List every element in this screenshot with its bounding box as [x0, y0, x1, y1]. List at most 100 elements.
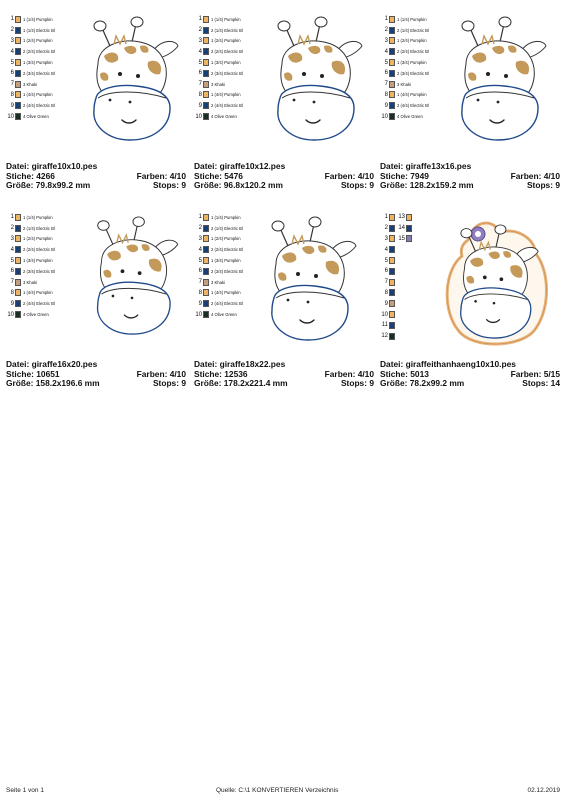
design-info: Datei: giraffe10x10.pes Stiche: 4266 Farb… [6, 161, 186, 191]
color-swatch [15, 59, 21, 67]
color-count: Farben: 4/10 [510, 170, 560, 181]
legend-row: 15 [397, 234, 414, 245]
legend-row: 6 2 (3/4) Electric Bl [380, 68, 429, 79]
legend-label: 1 (1/4) Pumpkin [23, 214, 53, 220]
legend-num: 5 [198, 59, 202, 66]
color-swatch [203, 213, 209, 221]
stitch-count: Stiche: 12536 [194, 368, 248, 379]
color-count: Farben: 4/10 [324, 170, 374, 181]
design-card-giraffe18x22: 1 1 (1/4) Pumpkin 2 2 (1/4) Electric Bl 3 1… [194, 212, 374, 402]
color-swatch [15, 69, 21, 77]
legend-num: 5 [384, 257, 388, 264]
legend-row: 10 4 Olive Green [6, 309, 55, 320]
giraffe-head-image [271, 216, 357, 341]
legend-label: 1 (4/4) Pumpkin [397, 92, 427, 98]
legend-num: 11 [381, 322, 388, 329]
legend-row: 1 [380, 212, 397, 223]
design-card-giraffeithanhaeng10x10: 1 2 3 4 5 6 7 8 9 10 11 12 13 14 15 [380, 212, 560, 402]
color-swatch [389, 224, 395, 232]
color-swatch [15, 37, 21, 45]
legend-num: 9 [198, 102, 202, 109]
color-swatch [15, 289, 21, 297]
legend-row: 13 [397, 212, 414, 223]
legend-row: 3 1 (2/4) Pumpkin [380, 36, 429, 47]
keychain-preview [438, 212, 554, 359]
color-swatch [389, 15, 395, 23]
giraffe-preview [264, 16, 364, 147]
legend-num: 3 [10, 235, 14, 242]
legend-row: 4 2 (2/4) Electric Bl [194, 46, 243, 57]
color-swatch [203, 102, 209, 110]
legend-row: 8 1 (4/4) Pumpkin [380, 90, 429, 101]
legend-num: 6 [384, 268, 388, 275]
color-swatch [15, 311, 21, 319]
color-swatch [389, 321, 395, 329]
legend-num: 9 [10, 102, 14, 109]
legend-num: 2 [198, 27, 202, 34]
legend-label: 1 (3/4) Pumpkin [211, 60, 241, 66]
legend-row: 5 1 (3/4) Pumpkin [380, 57, 429, 68]
legend-label: 2 (3/4) Electric Bl [23, 268, 55, 274]
legend-row: 4 2 (2/4) Electric Bl [6, 244, 55, 255]
legend-row: 6 2 (3/4) Electric Bl [194, 68, 243, 79]
stop-count: Stops: 9 [340, 378, 374, 389]
giraffe-preview [80, 16, 180, 147]
stitch-count: Stiche: 5476 [194, 170, 243, 181]
legend-num: 6 [198, 268, 202, 275]
file-name: Datei: giraffe13x16.pes [380, 161, 472, 171]
legend-row: 7 3 Khaki [6, 79, 55, 90]
legend-row: 10 4 Olive Green [6, 111, 55, 122]
legend-num: 4 [10, 246, 14, 253]
legend-label: 3 Khaki [211, 279, 225, 285]
legend-label: 3 Khaki [23, 279, 37, 285]
color-swatch [389, 257, 395, 265]
color-swatch [15, 267, 21, 275]
stitch-count: Stiche: 4266 [6, 170, 55, 181]
legend-row: 3 1 (2/4) Pumpkin [6, 234, 55, 245]
legend-label: 2 (1/4) Electric Bl [211, 27, 243, 33]
design-size: Größe: 78.2x99.2 mm [380, 378, 465, 389]
design-card-giraffe10x12: 1 1 (1/4) Pumpkin 2 2 (1/4) Electric Bl 3 1… [194, 14, 374, 204]
stop-count: Stops: 14 [522, 378, 560, 389]
legend-label: 1 (2/4) Pumpkin [23, 236, 53, 242]
design-size: Größe: 178.2x221.4 mm [194, 378, 288, 389]
legend-num: 9 [384, 300, 388, 307]
legend-label: 4 Olive Green [397, 114, 423, 120]
legend-num: 6 [384, 70, 388, 77]
legend-num: 10 [381, 113, 388, 120]
color-swatch [389, 332, 395, 340]
legend-row: 6 2 (3/4) Electric Bl [6, 68, 55, 79]
legend-row: 2 2 (1/4) Electric Bl [194, 25, 243, 36]
legend-num: 10 [195, 311, 202, 318]
giraffe-head-image [277, 16, 363, 141]
legend-row: 10 [380, 309, 397, 320]
design-size: Größe: 96.8x120.2 mm [194, 180, 283, 191]
legend-row: 8 1 (4/4) Pumpkin [194, 288, 243, 299]
color-count: Farben: 4/10 [324, 368, 374, 379]
legend-row: 10 4 Olive Green [194, 309, 243, 320]
legend-num: 4 [198, 246, 202, 253]
color-swatch [15, 102, 21, 110]
legend-num: 8 [10, 91, 14, 98]
legend-row: 7 3 Khaki [380, 79, 429, 90]
color-swatch [15, 246, 21, 254]
legend-row: 1 1 (1/4) Pumpkin [6, 14, 55, 25]
legend-num: 1 [10, 16, 14, 23]
color-swatch [203, 278, 209, 286]
legend-label: 1 (2/4) Pumpkin [211, 236, 241, 242]
legend-row: 9 2 (4/4) Electric Bl [194, 100, 243, 111]
color-swatch [389, 102, 395, 110]
legend-row: 3 1 (2/4) Pumpkin [194, 234, 243, 245]
legend-row: 3 1 (2/4) Pumpkin [194, 36, 243, 47]
legend-label: 4 Olive Green [23, 114, 49, 120]
color-swatch [203, 15, 209, 23]
color-swatch [15, 80, 21, 88]
legend-row: 12 [380, 331, 397, 342]
color-swatch [406, 213, 412, 221]
giraffe-preview [84, 216, 180, 341]
legend-num: 15 [398, 235, 405, 242]
color-swatch [389, 267, 395, 275]
legend-row: 10 4 Olive Green [194, 111, 243, 122]
giraffe-preview [258, 216, 358, 347]
color-legend: 1 1 (1/4) Pumpkin 2 2 (1/4) Electric Bl 3 1… [194, 212, 243, 320]
